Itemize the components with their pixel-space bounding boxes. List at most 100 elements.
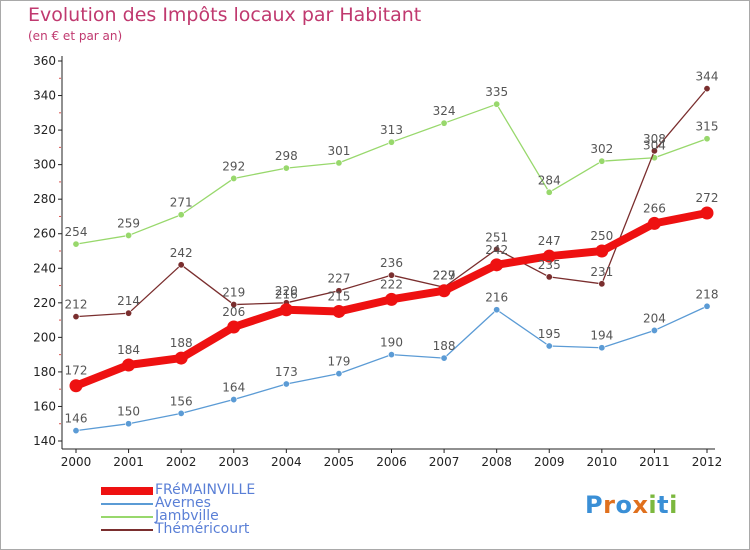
legend-label: FRéMAINVILLE: [155, 482, 256, 498]
data-point: [595, 244, 609, 258]
chart-title: Evolution des Impôts locaux par Habitant: [28, 4, 422, 26]
data-label: 266: [643, 201, 666, 215]
data-point: [72, 240, 80, 248]
proxiti-logo: Proxiti: [585, 491, 678, 519]
data-label: 206: [222, 305, 245, 319]
data-point: [125, 420, 133, 428]
chart-subtitle: (en € et par an): [28, 29, 123, 43]
data-point: [335, 287, 343, 295]
data-label: 216: [485, 291, 508, 305]
x-tick-label: 2004: [271, 455, 302, 469]
data-label: 219: [222, 286, 245, 300]
data-point: [493, 306, 501, 314]
data-point: [279, 303, 293, 317]
legend-swatch: [101, 529, 153, 531]
data-point: [703, 85, 711, 93]
legend-label: Avernes: [155, 495, 211, 511]
x-tick-label: 2002: [166, 455, 197, 469]
data-label: 195: [538, 327, 561, 341]
y-tick-label: 360: [33, 54, 56, 68]
data-point: [227, 320, 241, 334]
data-label: 227: [327, 272, 350, 286]
y-tick-label: 200: [33, 330, 56, 344]
x-tick-label: 2011: [639, 455, 670, 469]
y-tick-label: 300: [33, 158, 56, 172]
data-label: 324: [433, 104, 456, 118]
data-point: [440, 119, 448, 127]
data-label: 229: [433, 268, 456, 282]
data-label: 179: [327, 355, 350, 369]
data-label: 173: [275, 365, 298, 379]
data-label: 235: [538, 258, 561, 272]
data-point: [703, 135, 711, 143]
data-label: 212: [65, 298, 88, 312]
legend-label: Jambville: [155, 508, 219, 524]
data-point: [230, 174, 238, 182]
data-label: 308: [643, 132, 666, 146]
data-label: 204: [643, 311, 666, 325]
data-point: [598, 157, 606, 165]
x-tick-label: 2005: [324, 455, 355, 469]
logo-letter: x: [632, 491, 649, 519]
data-point: [700, 206, 714, 220]
data-point: [493, 245, 501, 253]
data-label: 164: [222, 381, 245, 395]
data-point: [230, 301, 238, 309]
logo-letter: i: [648, 491, 658, 519]
data-point: [437, 284, 451, 298]
legend-swatch: [101, 503, 153, 505]
data-label: 302: [590, 142, 613, 156]
data-point: [385, 292, 398, 306]
data-point: [387, 138, 395, 146]
data-label: 188: [170, 336, 193, 350]
data-point: [177, 211, 185, 219]
data-point: [650, 326, 658, 334]
data-point: [335, 159, 343, 167]
legend-label: Théméricourt: [155, 521, 250, 537]
data-label: 146: [65, 412, 88, 426]
data-point: [598, 344, 606, 352]
data-point: [177, 261, 185, 269]
y-tick-label: 340: [33, 89, 56, 103]
logo-letter: r: [603, 491, 616, 519]
x-tick-label: 2008: [481, 455, 512, 469]
data-label: 172: [65, 364, 88, 378]
data-point: [598, 280, 606, 288]
data-point: [332, 304, 346, 318]
data-point: [545, 188, 553, 196]
data-label: 284: [538, 173, 561, 187]
y-tick-label: 180: [33, 365, 56, 379]
data-point: [69, 379, 83, 393]
y-tick-label: 320: [33, 123, 56, 137]
data-label: 272: [696, 191, 719, 205]
x-tick-label: 2012: [692, 455, 723, 469]
data-label: 344: [696, 70, 719, 84]
data-label: 254: [65, 225, 88, 239]
logo-letter: t: [657, 491, 670, 519]
data-label: 150: [117, 405, 140, 419]
data-point: [125, 309, 133, 317]
data-label: 315: [696, 120, 719, 134]
logo-letter: P: [585, 491, 604, 519]
data-label: 236: [380, 256, 403, 270]
data-point: [650, 147, 658, 155]
x-tick-label: 2010: [587, 455, 618, 469]
data-label: 259: [117, 216, 140, 230]
data-label: 304: [643, 139, 666, 153]
data-point: [647, 216, 661, 230]
data-point: [174, 351, 188, 365]
data-label: 220: [275, 284, 298, 298]
logo-letter: o: [615, 491, 633, 519]
data-label: 247: [538, 234, 561, 248]
data-label: 215: [327, 289, 350, 303]
data-label: 227: [433, 269, 456, 283]
data-label: 242: [485, 243, 508, 257]
data-point: [282, 164, 290, 172]
data-point: [230, 396, 238, 404]
data-label: 222: [380, 277, 403, 291]
data-label: 231: [590, 265, 613, 279]
data-point: [335, 370, 343, 378]
data-label: 216: [275, 288, 298, 302]
data-point: [125, 231, 133, 239]
